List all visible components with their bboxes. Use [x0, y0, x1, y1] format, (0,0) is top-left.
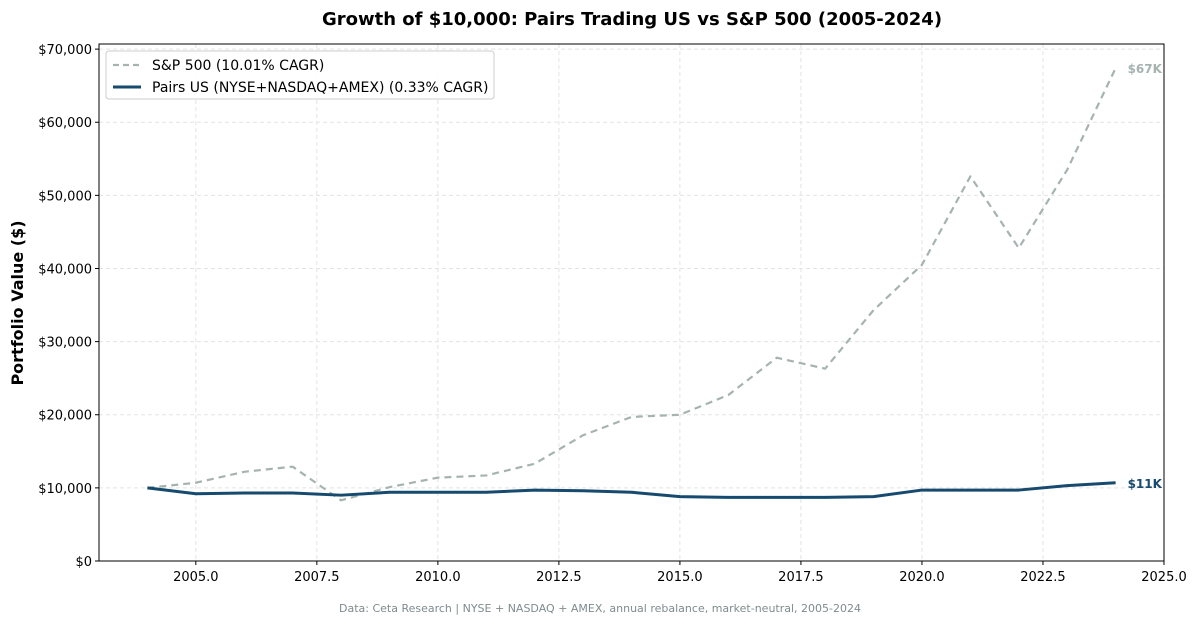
- x-tick-label: 2012.5: [536, 570, 582, 585]
- y-axis-label: Portfolio Value ($): [8, 220, 27, 385]
- plot-frame: [98, 43, 1165, 562]
- footnote: Data: Ceta Research | NYSE + NASDAQ + AM…: [339, 602, 861, 615]
- y-tick-label: $30,000: [38, 336, 92, 351]
- series-group: $67K $11K: [147, 62, 1163, 502]
- legend-label-sp500: S&P 500 (10.01% CAGR): [152, 58, 324, 74]
- y-tick-label: $70,000: [38, 43, 92, 58]
- x-tick-label: 2015.0: [657, 570, 703, 585]
- x-tick-label: 2017.5: [778, 570, 824, 585]
- legend-box: [105, 50, 495, 100]
- x-tick-label: 2010.0: [415, 570, 461, 585]
- legend: S&P 500 (10.01% CAGR) Pairs US (NYSE+NAS…: [105, 50, 495, 100]
- series-line-sp500: [147, 67, 1117, 502]
- y-tick-label: $0: [75, 555, 92, 570]
- y-tick-label: $40,000: [38, 262, 92, 277]
- grid: [99, 44, 1165, 562]
- legend-label-pairs-us: Pairs US (NYSE+NASDAQ+AMEX) (0.33% CAGR): [152, 80, 488, 96]
- x-tick-label: 2025.0: [1141, 570, 1187, 585]
- ticks: 2005.0 2007.5 2010.0 2012.5 2015.0 2017.5 2020…: [38, 43, 1187, 585]
- x-tick-label: 2005.0: [173, 570, 219, 585]
- y-tick-label: $60,000: [38, 116, 92, 131]
- chart-title: Growth of $10,000: Pairs Trading US vs S…: [322, 9, 942, 30]
- y-tick-label: $20,000: [38, 409, 92, 424]
- x-tick-label: 2007.5: [294, 570, 340, 585]
- x-tick-label: 2022.5: [1020, 570, 1066, 585]
- y-tick-label: $50,000: [38, 189, 92, 204]
- x-tick-label: 2020.0: [899, 570, 945, 585]
- end-label-pairs-us: $11K: [1128, 477, 1163, 491]
- end-label-sp500: $67K: [1128, 62, 1163, 76]
- y-tick-label: $10,000: [38, 482, 92, 497]
